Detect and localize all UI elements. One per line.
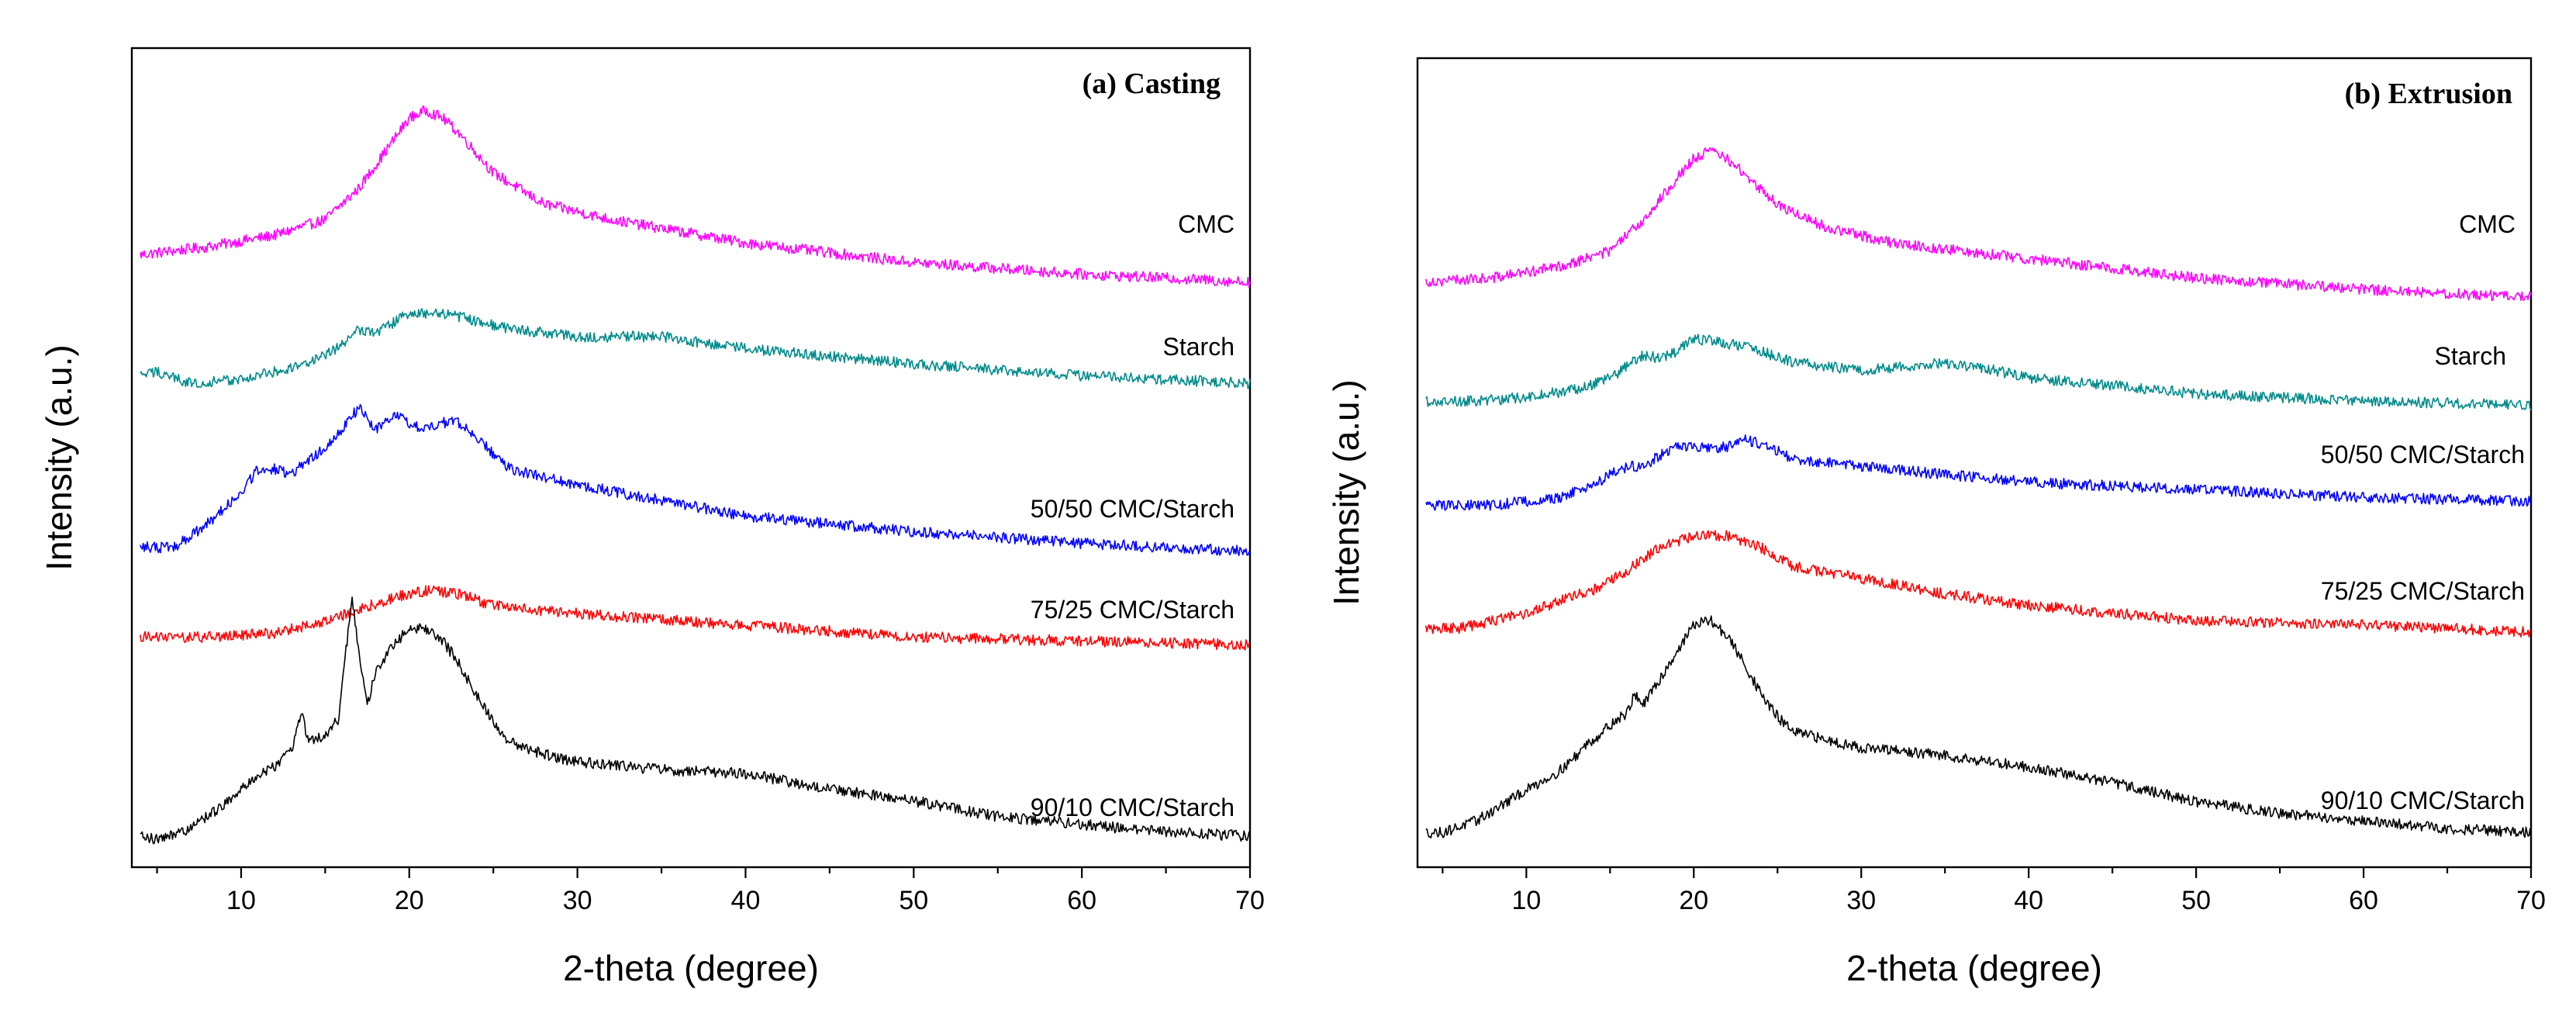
series-line-75-25-cmc-starch — [1425, 530, 2532, 638]
series-line-50-50-cmc-starch — [1425, 434, 2532, 511]
panel-title: (a) Casting — [1083, 67, 1221, 100]
series-label-75-25: 75/25 CMC/Starch — [1031, 596, 1234, 624]
series-label-cmc: CMC — [2459, 210, 2516, 238]
series-label-starch: Starch — [2435, 342, 2506, 370]
x-tick-label: 10 — [226, 886, 256, 915]
x-tick-label: 20 — [395, 886, 424, 915]
x-tick-label: 70 — [1235, 886, 1265, 915]
series-label-90-10: 90/10 CMC/Starch — [1031, 794, 1234, 821]
series-labels: CMC Starch 50/50 CMC/Starch 75/25 CMC/St… — [1031, 210, 1234, 821]
series-labels: CMC Starch 50/50 CMC/Starch 75/25 CMC/St… — [2321, 210, 2525, 814]
x-tick-label: 50 — [2181, 886, 2211, 915]
panel-extrusion: 10 20 30 40 50 60 70 CMC Starch 50/50 CMC/Star… — [1326, 57, 2546, 988]
series-lines — [1425, 147, 2532, 838]
series-label-cmc: CMC — [1178, 210, 1234, 238]
series-line-75-25-cmc-starch — [140, 585, 1251, 651]
series-line-starch — [1425, 334, 2532, 411]
series-line-90-10-cmc-starch — [1425, 615, 2532, 838]
x-tick-label: 30 — [563, 886, 592, 915]
x-tick-label: 70 — [2516, 886, 2546, 915]
plot-frame — [1416, 57, 2533, 869]
series-line-cmc — [1425, 147, 2532, 302]
y-axis-title: Intensity (a.u.) — [39, 344, 79, 570]
x-tick-label: 50 — [899, 886, 928, 915]
panel-casting: 10 20 30 40 50 60 70 CMC Starch 50/50 CMC/Star… — [39, 47, 1265, 988]
series-lines — [140, 105, 1251, 845]
series-label-starch: Starch — [1163, 333, 1234, 361]
x-axis-ticks: 10 20 30 40 50 60 70 — [156, 867, 1265, 915]
x-axis-title: 2-theta (degree) — [563, 948, 819, 988]
series-label-50-50: 50/50 CMC/Starch — [1031, 495, 1234, 523]
x-tick-label: 20 — [1679, 886, 1708, 915]
x-tick-label: 10 — [1511, 886, 1541, 915]
x-tick-label: 60 — [1067, 886, 1096, 915]
series-line-cmc — [140, 105, 1251, 289]
series-label-75-25: 75/25 CMC/Starch — [2321, 577, 2525, 605]
plot-frame — [130, 47, 1252, 869]
series-line-90-10-cmc-starch — [140, 596, 1251, 845]
series-label-50-50: 50/50 CMC/Starch — [2321, 441, 2525, 469]
series-line-50-50-cmc-starch — [140, 403, 1251, 557]
x-tick-label: 60 — [2349, 886, 2378, 915]
series-line-starch — [140, 307, 1251, 389]
y-axis-title: Intensity (a.u.) — [1326, 379, 1366, 605]
x-axis-ticks: 10 20 30 40 50 60 70 — [1442, 867, 2546, 915]
x-tick-label: 30 — [1846, 886, 1876, 915]
x-tick-label: 40 — [731, 886, 761, 915]
x-axis-title: 2-theta (degree) — [1846, 948, 2102, 988]
series-label-90-10: 90/10 CMC/Starch — [2321, 787, 2525, 814]
panel-title: (b) Extrusion — [2345, 78, 2512, 110]
x-tick-label: 40 — [2014, 886, 2043, 915]
